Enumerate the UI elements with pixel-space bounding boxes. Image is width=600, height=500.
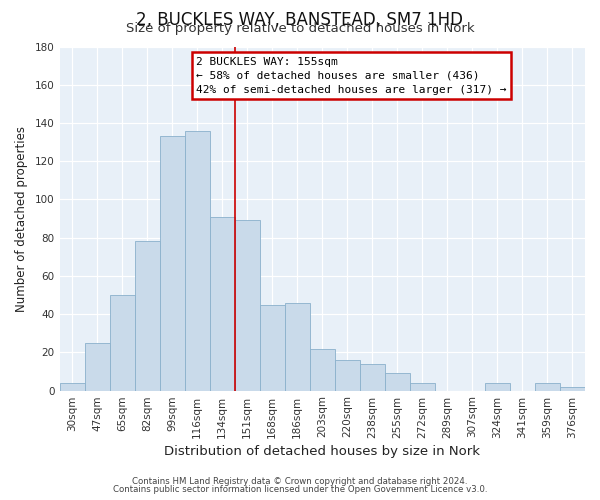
Text: 2, BUCKLES WAY, BANSTEAD, SM7 1HD: 2, BUCKLES WAY, BANSTEAD, SM7 1HD [137,11,464,29]
Bar [59,383,85,390]
Bar [285,302,310,390]
Bar [385,374,410,390]
Bar [485,383,510,390]
Bar [535,383,560,390]
Bar [560,386,585,390]
Bar [410,383,435,390]
Bar [235,220,260,390]
Text: Contains public sector information licensed under the Open Government Licence v3: Contains public sector information licen… [113,485,487,494]
Bar [209,216,235,390]
Y-axis label: Number of detached properties: Number of detached properties [15,126,28,312]
Bar [260,304,285,390]
Bar [310,348,335,391]
Bar [110,295,134,390]
Bar [185,130,209,390]
Bar [335,360,360,390]
Bar [134,242,160,390]
Bar [85,343,110,390]
Text: 2 BUCKLES WAY: 155sqm
← 58% of detached houses are smaller (436)
42% of semi-det: 2 BUCKLES WAY: 155sqm ← 58% of detached … [196,57,506,95]
Bar [360,364,385,390]
Bar [160,136,185,390]
Text: Contains HM Land Registry data © Crown copyright and database right 2024.: Contains HM Land Registry data © Crown c… [132,477,468,486]
Text: Size of property relative to detached houses in Nork: Size of property relative to detached ho… [125,22,475,35]
X-axis label: Distribution of detached houses by size in Nork: Distribution of detached houses by size … [164,444,480,458]
